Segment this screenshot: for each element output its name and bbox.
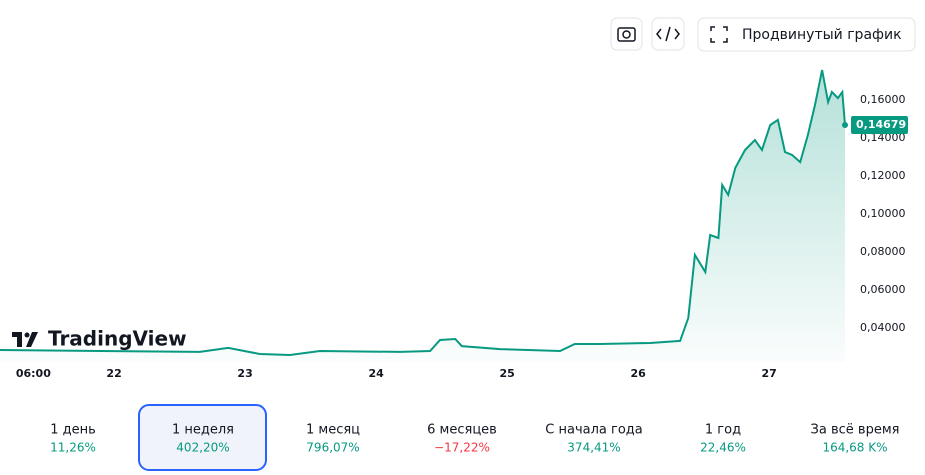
active-tab <box>138 404 267 471</box>
period-tab[interactable]: 1 год 22,46% <box>700 423 746 455</box>
period-tab[interactable]: 1 месяц 796,07% <box>306 423 360 455</box>
logo-text: TradingView <box>48 327 187 351</box>
period-change: 164,68 K% <box>822 441 887 455</box>
y-tick-label: 0,14000 <box>860 131 906 144</box>
area-fill <box>0 70 845 362</box>
embed-button[interactable] <box>651 17 685 51</box>
period-name: 1 день <box>50 423 96 438</box>
period-name: 1 месяц <box>306 423 360 438</box>
y-tick-label: 0,10000 <box>860 207 906 220</box>
period-name: 1 неделя <box>172 423 234 438</box>
x-tick-label: 22 <box>106 367 121 380</box>
period-change: 22,46% <box>700 441 746 455</box>
period-change: 11,26% <box>50 441 96 455</box>
y-tick-label: 0,08000 <box>860 245 906 258</box>
price-line <box>0 69 846 357</box>
period-tabs: 1 день 11,26% 1 неделя 402,20% 1 месяц 796,07… <box>50 404 900 471</box>
advanced-chart-button[interactable]: Продвинутый график <box>697 17 916 52</box>
period-tab[interactable]: С начала года 374,41% <box>545 423 642 455</box>
y-tick-label: 0,04000 <box>860 321 906 334</box>
x-tick-label: 24 <box>368 367 384 380</box>
last-price-label: 0,14679 <box>856 118 906 131</box>
y-tick-label: 0,16000 <box>860 93 906 106</box>
logo: TradingView <box>12 327 187 351</box>
period-change: 374,41% <box>567 441 620 455</box>
snapshot-button[interactable] <box>610 17 643 51</box>
period-name: 1 год <box>705 423 741 438</box>
y-tick-label: 0,12000 <box>860 169 906 182</box>
x-tick-label: 26 <box>630 367 646 380</box>
period-name: С начала года <box>545 423 642 438</box>
period-name: 6 месяцев <box>427 423 497 438</box>
last-point <box>842 122 848 129</box>
period-tab[interactable]: 6 месяцев −17,22% <box>427 423 497 455</box>
period-change: −17,22% <box>434 441 490 455</box>
period-change: 796,07% <box>306 441 359 455</box>
x-tick-label: 25 <box>499 367 514 380</box>
advanced-chart-label: Продвинутый график <box>742 27 902 43</box>
y-tick-label: 0,06000 <box>860 283 906 296</box>
period-name: За всё время <box>811 423 900 438</box>
period-change: 402,20% <box>176 441 229 455</box>
x-tick-label: 23 <box>237 367 252 380</box>
x-tick-label: 27 <box>761 367 776 380</box>
period-tab[interactable]: 1 день 11,26% <box>50 423 96 455</box>
period-tab[interactable]: 1 неделя 402,20% <box>172 423 234 455</box>
last-price-box <box>851 116 908 135</box>
x-tick-label: 06:00 <box>16 367 51 380</box>
period-tab[interactable]: За всё время 164,68 K% <box>811 423 900 455</box>
